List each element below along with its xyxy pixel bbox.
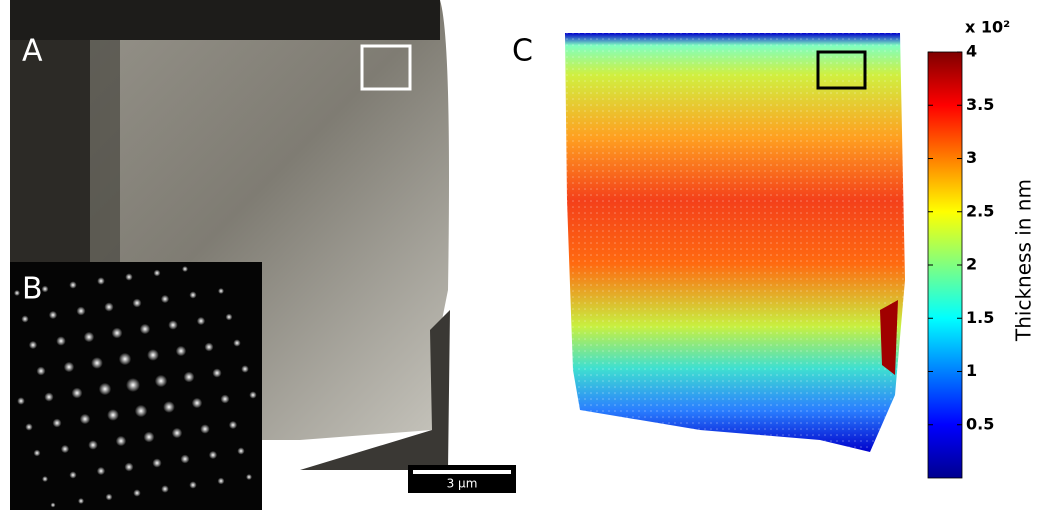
colorbar-tick-label: 0.5 (966, 414, 994, 433)
diffraction-spot (209, 451, 217, 459)
colorbar-tick-label: 2.5 (966, 201, 994, 220)
diffraction-spot (72, 388, 83, 399)
diffraction-spot (241, 365, 249, 373)
thickness-map (565, 33, 905, 452)
diffraction-spot (144, 432, 155, 443)
panel-label: B (22, 272, 43, 307)
diffraction-spot (64, 362, 74, 372)
diffraction-spot (161, 485, 169, 493)
diffraction-spot (154, 270, 161, 277)
colorbar-tick-label: 3.5 (966, 95, 994, 114)
diffraction-spot (221, 395, 230, 404)
diffraction-spot (147, 349, 159, 361)
colorbar-label: Thickness in nm (1012, 179, 1036, 342)
panel-b-image (10, 262, 262, 510)
scale-bar-line (413, 470, 511, 474)
diffraction-spot (189, 481, 196, 488)
diffraction-spot (172, 428, 182, 438)
diffraction-spot (77, 307, 86, 316)
diffraction-spot (197, 317, 205, 325)
diffraction-spot (212, 368, 221, 377)
diffraction-spot (21, 315, 28, 322)
diffraction-spot (88, 440, 97, 449)
diffraction-spot (99, 383, 111, 395)
diffraction-spot (61, 445, 69, 453)
diffraction-spot (116, 436, 126, 446)
diffraction-spot (189, 291, 196, 298)
panel-label: C (512, 34, 533, 69)
colorbar-tick-label: 2 (966, 255, 977, 274)
diffraction-spot (17, 397, 25, 405)
diffraction-spot (107, 409, 119, 421)
diffraction-spot (246, 474, 252, 480)
diffraction-spot (200, 424, 209, 433)
diffraction-spot (161, 295, 169, 303)
colorbar-multiplier: x 10² (965, 18, 1010, 37)
diffraction-spot (163, 401, 175, 413)
diffraction-spot (133, 489, 140, 496)
diffraction-spot (226, 314, 233, 321)
colorbar-tick-label: 1 (966, 361, 977, 380)
diffraction-spot (249, 391, 256, 398)
diffraction-spot (218, 478, 225, 485)
diffraction-spot (106, 494, 113, 501)
diffraction-spot (44, 392, 53, 401)
diffraction-spot (84, 332, 94, 342)
colorbar-tick-label: 4 (966, 42, 977, 61)
diffraction-spot (42, 476, 48, 482)
diffraction-spot (80, 414, 90, 424)
diffraction-spot (233, 339, 240, 346)
diffraction-spot (29, 341, 37, 349)
diffraction-spot (125, 273, 132, 280)
diffraction-spot (119, 353, 131, 365)
diffraction-spot (133, 299, 142, 308)
scale-bar-label: 3 µm (447, 477, 478, 491)
diffraction-spot (176, 346, 186, 356)
diffraction-spot (78, 498, 84, 504)
colorbar-tick-label: 1.5 (966, 308, 994, 327)
diffraction-spot (192, 398, 202, 408)
diffraction-spot (37, 367, 46, 376)
diffraction-spot (104, 302, 113, 311)
diffraction-spot (34, 450, 41, 457)
figure: A B 3 µm C x 10² Thickness in nm 0.5 1 1.5… (0, 0, 1037, 510)
diffraction-spot (135, 405, 147, 417)
diffraction-spot (155, 375, 167, 387)
colorbar (928, 52, 962, 478)
diffraction-spot (91, 357, 103, 369)
diffraction-spot (14, 290, 20, 296)
diffraction-spot (25, 423, 32, 430)
diffraction-spot (97, 277, 105, 285)
diffraction-spot (51, 503, 56, 508)
diffraction-spot (125, 463, 134, 472)
colorbar-tick-label: 3 (966, 148, 977, 167)
diffraction-spot (237, 447, 244, 454)
diffraction-spot (126, 378, 140, 392)
diffraction-spot (69, 471, 76, 478)
diffraction-spot (168, 320, 177, 329)
diffraction-spot (140, 324, 150, 334)
panel-label: A (22, 34, 43, 69)
diffraction-spot (97, 467, 105, 475)
diffraction-spot (184, 372, 195, 383)
diffraction-spot (229, 421, 237, 429)
diffraction-spot (53, 419, 62, 428)
diffraction-spot (69, 281, 76, 288)
diffraction-spot (205, 343, 214, 352)
diffraction-spot (181, 455, 190, 464)
diffraction-spot (152, 458, 161, 467)
diffraction-spot (56, 336, 65, 345)
diffraction-spot (42, 286, 49, 293)
diffraction-spot (182, 266, 188, 272)
diffraction-spot (112, 328, 123, 339)
diffraction-spot (218, 288, 224, 294)
diffraction-spot (49, 311, 57, 319)
